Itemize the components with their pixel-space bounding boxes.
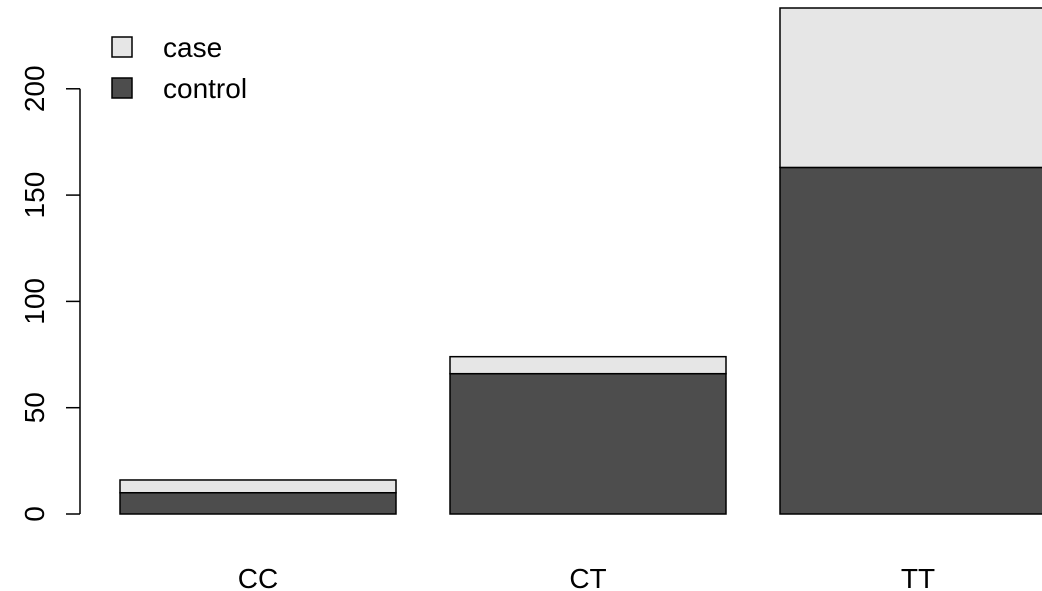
bar-ct-case bbox=[449, 355, 727, 375]
bar-cc-control bbox=[119, 491, 397, 515]
y-tick-label: 100 bbox=[19, 278, 50, 325]
y-tick-label: 0 bbox=[19, 506, 50, 522]
y-tick-label: 200 bbox=[19, 65, 50, 112]
x-tick-label-cc: CC bbox=[238, 563, 278, 591]
x-tick-label-tt: TT bbox=[901, 563, 935, 591]
bar-ct-control bbox=[449, 372, 727, 515]
y-axis: 0 50 100 150 200 bbox=[19, 65, 81, 522]
legend-swatch-case bbox=[111, 36, 133, 58]
legend-label-case: case bbox=[163, 32, 222, 63]
legend-label-control: control bbox=[163, 73, 247, 104]
bars-group bbox=[119, 7, 1042, 515]
x-tick-label-ct: CT bbox=[569, 563, 606, 591]
legend-swatch-control bbox=[111, 77, 133, 99]
bar-tt-case bbox=[779, 7, 1042, 169]
x-axis-labels: CC CT TT bbox=[238, 563, 935, 591]
y-tick-label: 150 bbox=[19, 172, 50, 219]
bar-tt-control bbox=[779, 166, 1042, 515]
bar-cc-case bbox=[119, 479, 397, 494]
legend: case control bbox=[111, 32, 247, 104]
y-tick-label: 50 bbox=[19, 392, 50, 423]
